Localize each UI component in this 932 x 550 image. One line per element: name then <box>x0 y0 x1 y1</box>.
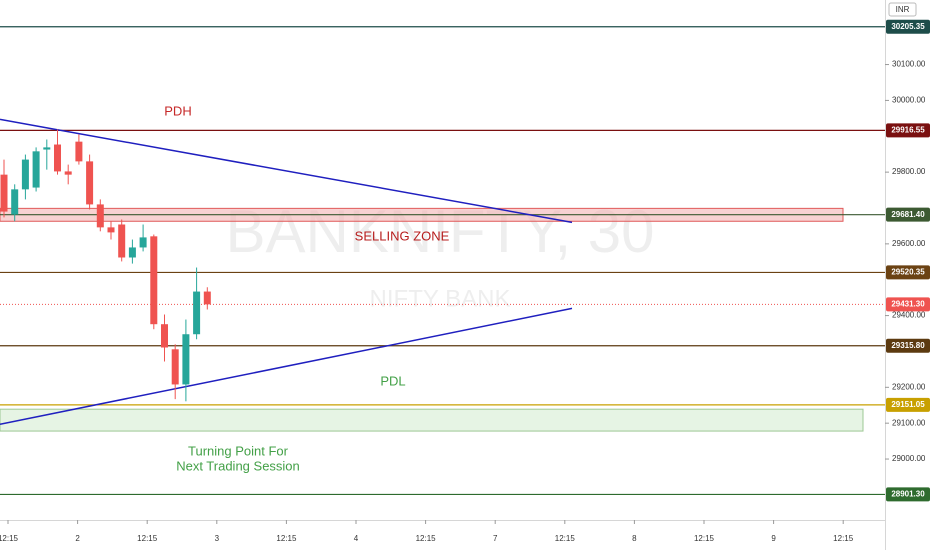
level-label: 29916.55 <box>891 125 925 134</box>
x-tick-label: 12:15 <box>833 534 854 543</box>
level-label: 29681.40 <box>891 210 925 219</box>
x-tick-label: 12:15 <box>694 534 715 543</box>
y-tick-label: 29100.00 <box>892 418 926 427</box>
level-label-bg <box>886 207 930 222</box>
annotation: PDL <box>380 373 405 388</box>
y-tick-label: 29400.00 <box>892 311 926 320</box>
candle-body <box>161 324 168 348</box>
x-tick-label: 7 <box>493 534 498 543</box>
annotation: Next Trading Session <box>176 458 300 473</box>
x-tick-label: 9 <box>771 534 776 543</box>
x-tick-label: 2 <box>75 534 80 543</box>
currency[interactable]: INR <box>896 5 910 14</box>
x-tick-label: 3 <box>215 534 220 543</box>
level-label-bg <box>886 265 930 280</box>
annotation: Turning Point For <box>188 443 289 458</box>
zone <box>0 408 864 432</box>
candle-body <box>150 236 158 325</box>
candle-body <box>128 247 136 258</box>
candle-body <box>118 224 126 258</box>
y-tick-label: 29800.00 <box>892 167 926 176</box>
x-tick-label: 12:15 <box>555 534 576 543</box>
level-label-bg <box>886 487 930 502</box>
candle-body <box>193 291 201 335</box>
x-tick-label: 8 <box>632 534 637 543</box>
annotation: SELLING ZONE <box>355 228 450 243</box>
x-tick-label: 4 <box>354 534 359 543</box>
x-tick-label: 12:15 <box>137 534 158 543</box>
y-tick-label: 30000.00 <box>892 96 926 105</box>
y-tick-label: 29600.00 <box>892 239 926 248</box>
level-label-bg <box>886 338 930 353</box>
level-label: 29315.80 <box>891 341 925 350</box>
trendline <box>0 307 573 425</box>
level-label-bg <box>886 19 930 34</box>
candle-body <box>75 141 83 162</box>
trendline <box>0 118 573 224</box>
candle-body <box>182 334 190 385</box>
candle-body <box>171 349 179 385</box>
level-label: 29520.35 <box>891 268 925 277</box>
candle-body <box>107 227 115 233</box>
y-tick-label: 29000.00 <box>892 454 926 463</box>
candle-body <box>139 237 147 248</box>
level-label: 29431.30 <box>891 299 925 308</box>
y-tick-label: 29200.00 <box>892 382 926 391</box>
candle-body <box>64 171 72 175</box>
candle-body <box>96 204 104 228</box>
x-tick-label: 12:15 <box>416 534 437 543</box>
candle-body <box>21 159 29 190</box>
candle-body <box>11 189 19 215</box>
watermark-subtitle: NIFTY BANK <box>370 285 511 312</box>
level-label-bg <box>886 397 930 412</box>
level-label: 28901.30 <box>891 490 925 499</box>
currency-box[interactable] <box>888 2 917 17</box>
level-label: 29151.05 <box>891 400 925 409</box>
candle-body <box>43 147 51 150</box>
annotation: PDH <box>164 103 191 118</box>
candle-body <box>54 144 61 172</box>
candle-body <box>32 151 40 188</box>
level-label-bg <box>886 123 930 138</box>
y-tick-label: 30100.00 <box>892 60 926 69</box>
candle-body <box>86 161 94 205</box>
candle-body <box>203 291 211 305</box>
level-label: 30205.35 <box>891 22 925 31</box>
level-label-bg <box>886 297 930 312</box>
x-tick-label: 12:15 <box>0 534 19 543</box>
x-tick-label: 12:15 <box>276 534 297 543</box>
candle-body <box>0 174 8 212</box>
